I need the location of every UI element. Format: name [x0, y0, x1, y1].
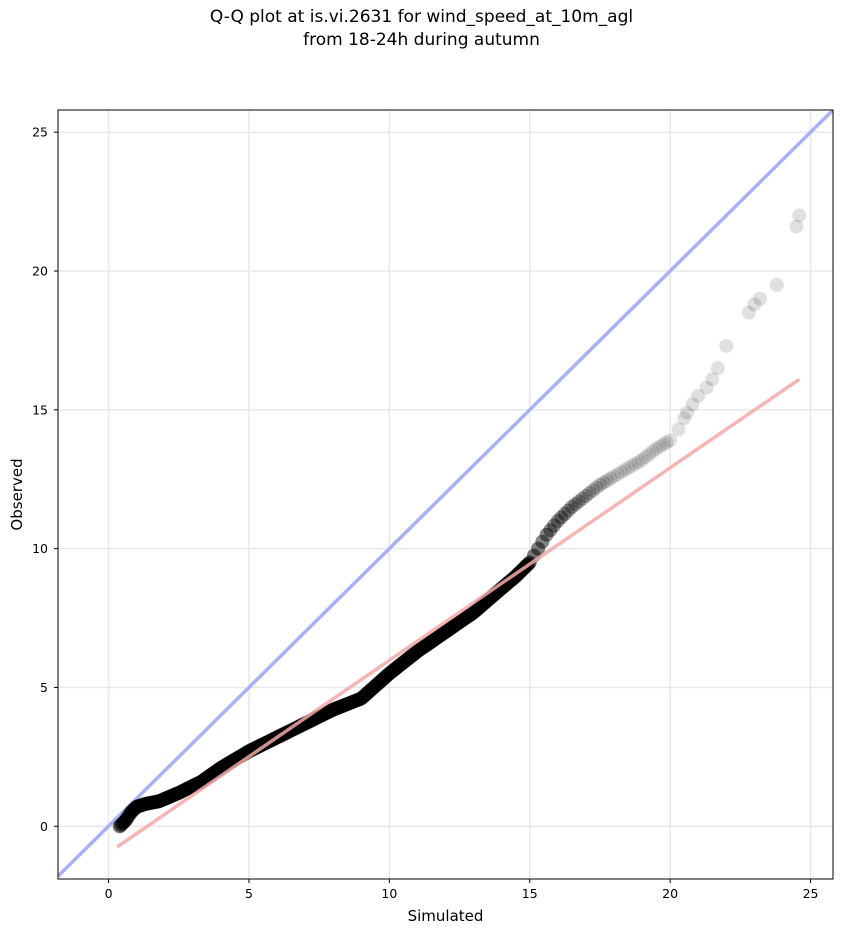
x-tick-label: 5 [245, 886, 253, 901]
quantile-point [582, 486, 597, 501]
quantile-point [589, 480, 604, 495]
quantile-point [550, 513, 565, 528]
quantile-point [691, 388, 706, 403]
quantile-point [621, 461, 636, 476]
y-tick-label: 20 [32, 264, 48, 279]
quantile-point [642, 447, 657, 462]
quantile-point [747, 297, 762, 312]
quantile-point [535, 534, 550, 549]
quantile-point [705, 372, 720, 387]
quantile-point [571, 494, 586, 509]
quantile-point [613, 465, 628, 480]
quantile-point [789, 219, 804, 234]
quantile-point [631, 454, 646, 469]
quantile-point [677, 411, 692, 426]
y-tick-label: 0 [40, 819, 48, 834]
quantile-point [638, 450, 653, 465]
quantile-point [599, 473, 614, 488]
chart-title-line1: Q-Q plot at is.vi.2631 for wind_speed_at… [209, 7, 634, 27]
y-tick-label: 5 [40, 680, 48, 695]
quantile-point [596, 475, 611, 490]
y-tick-label: 15 [32, 402, 48, 417]
quantile-point [531, 541, 546, 556]
plot-frame [57, 109, 834, 880]
quantile-point [547, 518, 562, 533]
x-tick-label: 15 [522, 886, 538, 901]
quantile-point [659, 435, 674, 450]
quantile-point [561, 503, 576, 518]
quantile-point [792, 208, 807, 223]
x-tick-label: 0 [105, 886, 113, 901]
quantile-point [578, 488, 593, 503]
y-tick-label: 25 [32, 125, 48, 140]
chart-title-line2: from 18-24h during autumn [303, 30, 540, 50]
quantile-point [617, 463, 632, 478]
quantile-point [741, 305, 756, 320]
quantile-point [671, 422, 686, 437]
quantile-point [585, 483, 600, 498]
quantile-point [656, 437, 671, 452]
x-tick-label: 20 [662, 886, 678, 901]
quantile-point [628, 456, 643, 471]
quantile-point [610, 467, 625, 482]
quantile-point [645, 444, 660, 459]
y-axis-label: Observed [8, 458, 26, 530]
quantile-point [649, 441, 664, 456]
quantile-point [564, 499, 579, 514]
fit-line [115, 377, 801, 849]
quantile-point [603, 471, 618, 486]
chart-title: Q-Q plot at is.vi.2631 for wind_speed_at… [0, 6, 843, 52]
quantile-point [635, 452, 650, 467]
quantile-point [685, 397, 700, 412]
plot-area [58, 110, 833, 878]
quantile-point [539, 527, 554, 542]
quantile-point [663, 433, 678, 448]
x-axis-label: Simulated [408, 907, 484, 925]
x-tick-label: 10 [381, 886, 397, 901]
quantile-point [699, 380, 714, 395]
quantile-point [719, 338, 734, 353]
ticks: 0 5 10 15 20 25 0 5 10 15 20 25 [32, 125, 818, 901]
quantile-point [592, 477, 607, 492]
quantile-point [652, 439, 667, 454]
x-tick-label: 25 [803, 886, 819, 901]
quantile-point [606, 469, 621, 484]
quantile-point [752, 291, 767, 306]
reference-line [58, 110, 833, 878]
quantile-point [568, 497, 583, 512]
quantile-point [557, 506, 572, 521]
quantile-point [554, 510, 569, 525]
quantile-point [710, 361, 725, 376]
quantile-point [624, 459, 639, 474]
quantile-point [679, 405, 694, 420]
quantile-point [769, 277, 784, 292]
y-tick-label: 10 [32, 541, 48, 556]
quantile-point [575, 491, 590, 506]
quantile-point [543, 523, 558, 538]
